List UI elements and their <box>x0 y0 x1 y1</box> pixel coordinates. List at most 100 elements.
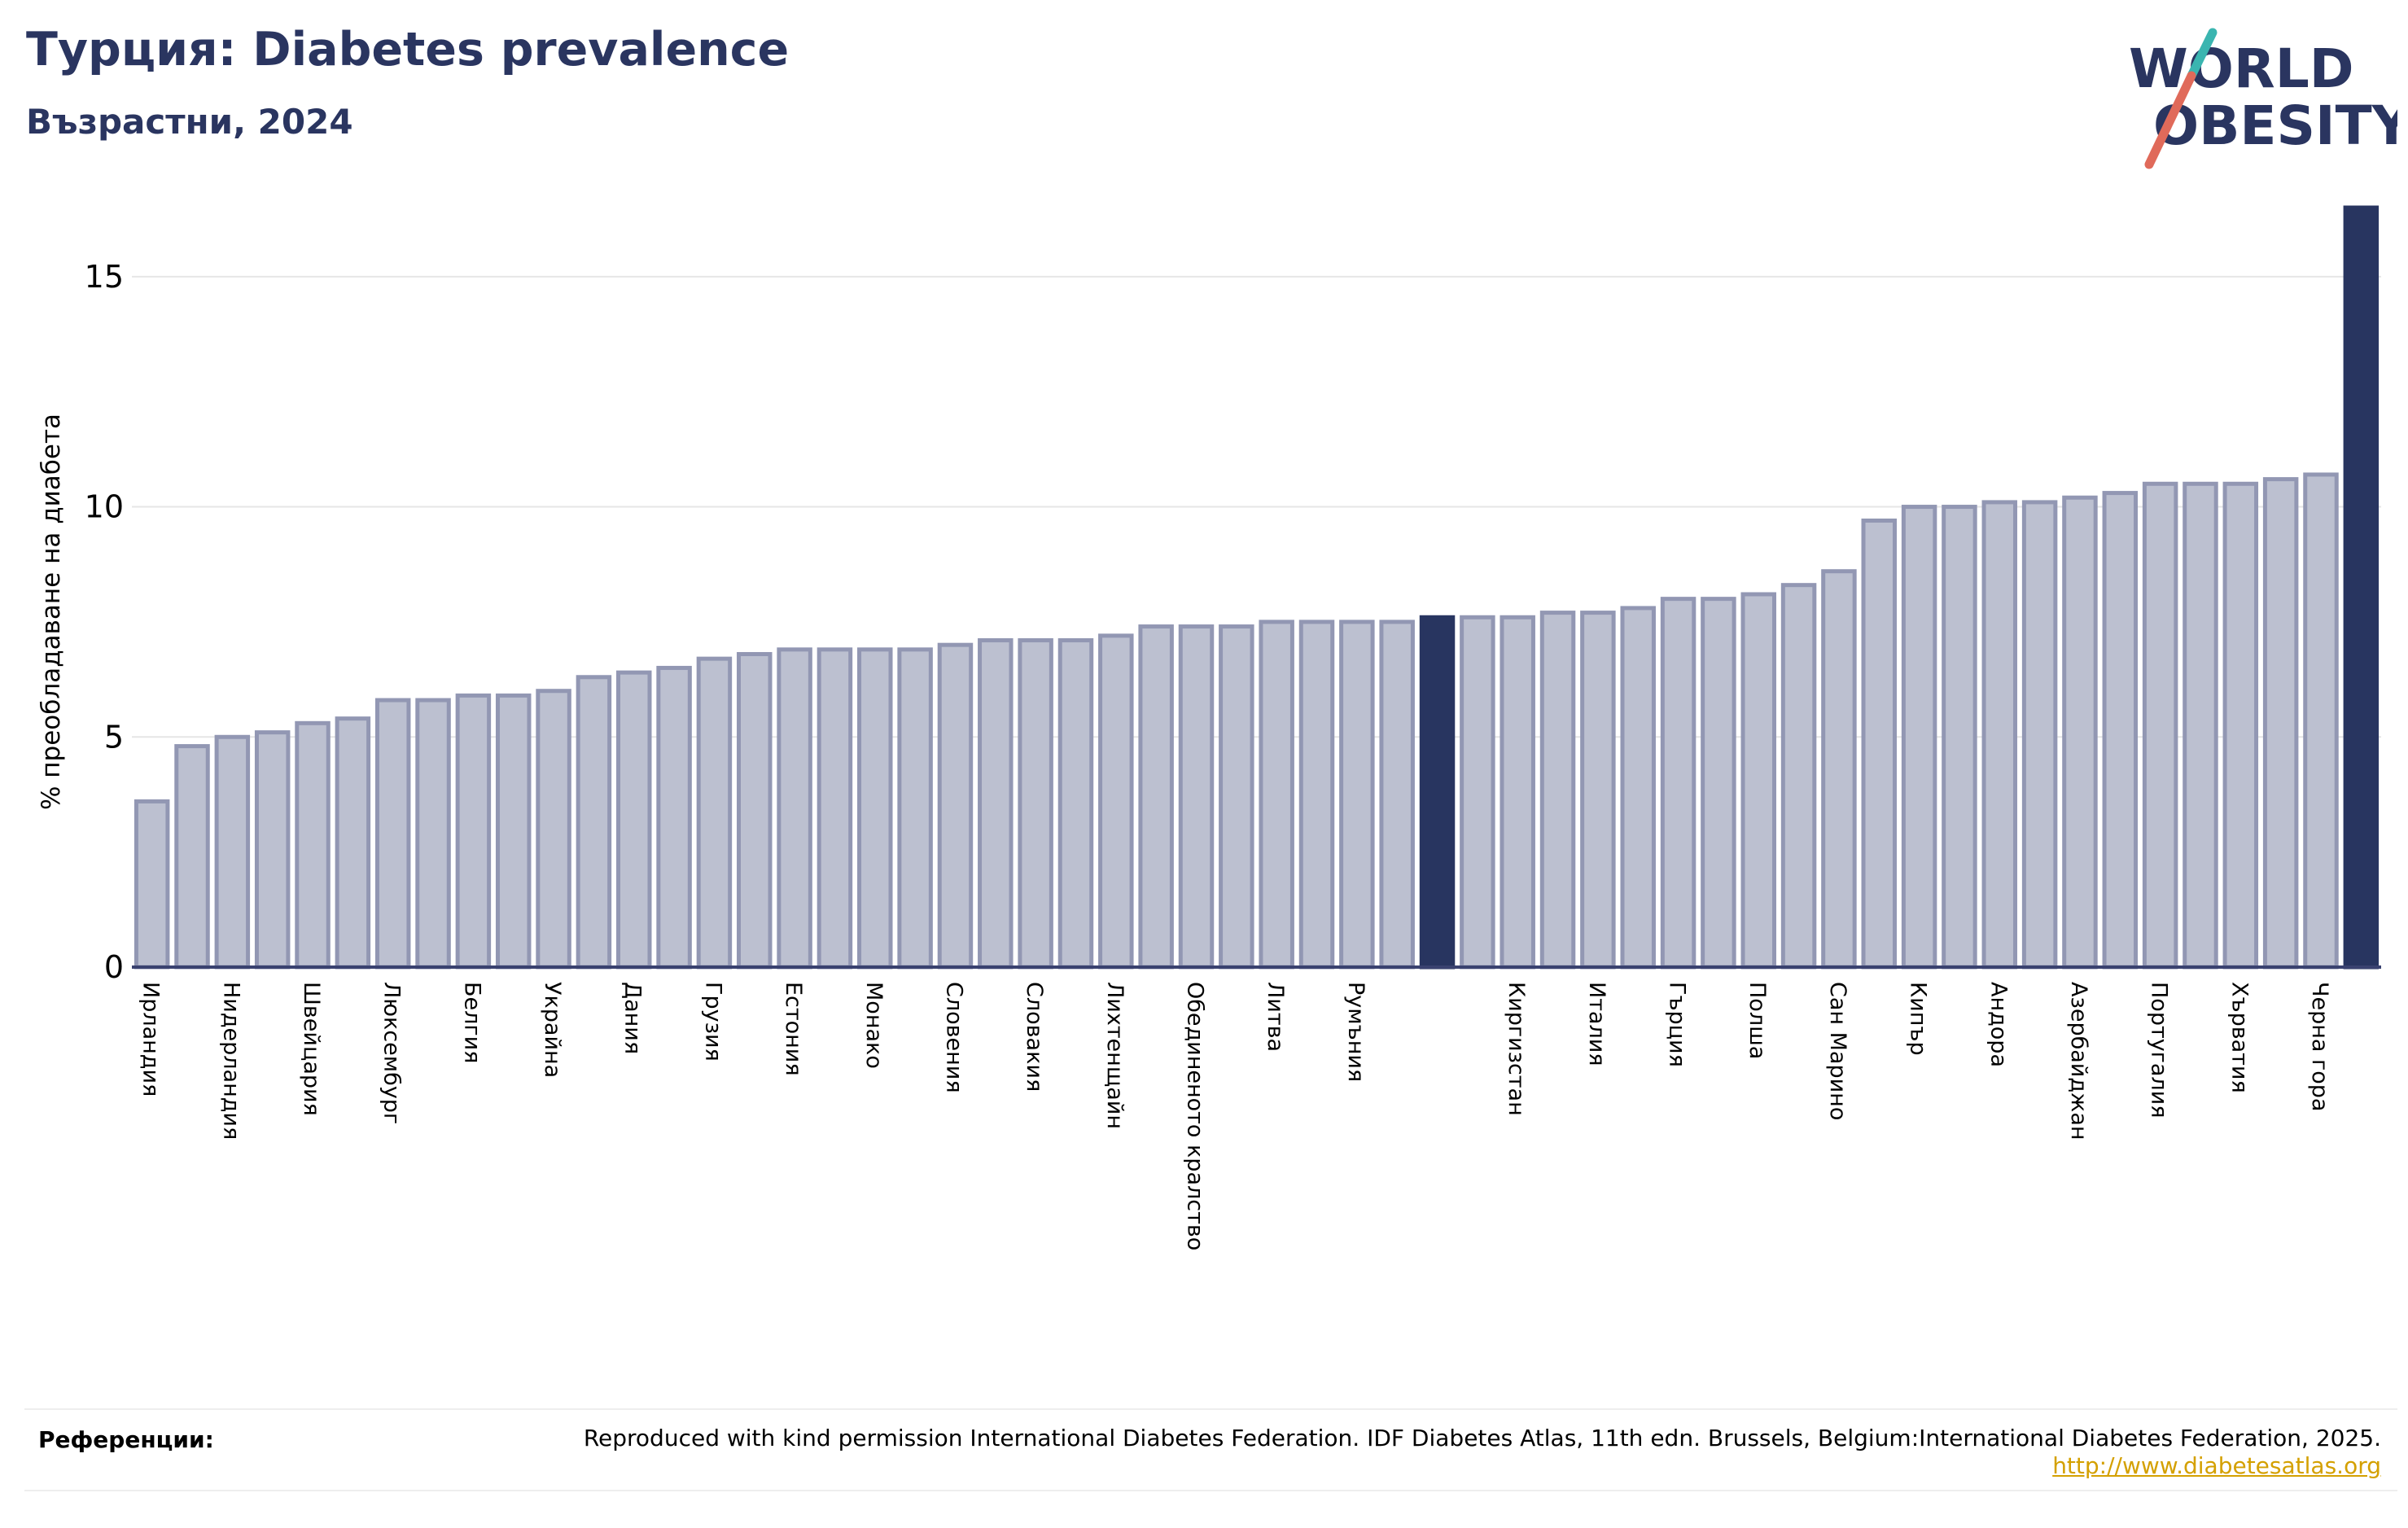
x-tick-label: Азербайджан <box>2066 982 2091 1141</box>
bar <box>1138 624 1174 970</box>
bar <box>937 642 974 970</box>
bar <box>1057 638 1094 970</box>
references-label: Референции: <box>38 1426 214 1453</box>
bar <box>978 638 1014 970</box>
footer-divider-bottom <box>24 1490 2397 1491</box>
references-text: Reproduced with kind permission Internat… <box>509 1425 2381 1480</box>
bar <box>1821 569 1857 970</box>
bar <box>2303 472 2339 970</box>
bar <box>2142 481 2178 970</box>
x-tick-label: Кипър <box>1906 982 1931 1056</box>
bar <box>335 716 371 970</box>
bar <box>174 744 210 970</box>
bar <box>2021 500 2058 970</box>
x-tick-label: Словакия <box>1022 982 1047 1092</box>
bar <box>1861 519 1898 970</box>
x-tick-label: Монако <box>861 982 887 1069</box>
bar <box>2343 205 2380 970</box>
bar <box>374 698 411 970</box>
bar <box>1178 624 1215 970</box>
y-tick-label: 15 <box>85 259 124 295</box>
x-tick-label: Естония <box>781 982 806 1076</box>
bar <box>1901 505 1937 970</box>
x-tick-label: Полша <box>1745 982 1770 1059</box>
bar <box>134 799 170 970</box>
bar <box>615 670 652 970</box>
x-tick-label: Дания <box>620 982 646 1054</box>
bar <box>696 656 733 970</box>
x-tick-label: Грузия <box>700 982 725 1062</box>
y-tick-label: 5 <box>104 719 124 755</box>
x-tick-label: Украйна <box>540 982 565 1078</box>
bar <box>777 647 812 970</box>
logo-line2: OBESITY <box>2153 94 2397 157</box>
bar <box>897 647 933 970</box>
bar <box>2262 477 2299 970</box>
bar <box>495 693 532 970</box>
bar <box>295 720 331 970</box>
bar <box>1580 611 1616 970</box>
x-tick-label: Ирландия <box>138 982 164 1097</box>
bar <box>1981 500 2018 970</box>
bar <box>1539 611 1576 970</box>
x-tick-label: Киргизстан <box>1504 982 1529 1116</box>
bar <box>536 689 571 970</box>
bar <box>1379 620 1415 970</box>
bar <box>1740 592 1776 970</box>
y-tick-label: 10 <box>85 489 124 525</box>
bar <box>1259 620 1294 970</box>
bar <box>817 647 853 970</box>
footer-divider-top <box>24 1408 2397 1410</box>
bar <box>1942 505 1977 970</box>
x-tick-label: Словения <box>941 982 966 1093</box>
references-link[interactable]: http://www.diabetesatlas.org <box>2052 1452 2381 1479</box>
references-body: Reproduced with kind permission Internat… <box>583 1425 2381 1451</box>
x-tick-label: Португалия <box>2147 982 2172 1118</box>
world-obesity-logo: WORLD OBESITY <box>2129 28 2397 169</box>
bar-chart: 0 5 10 15 % преобладаване на диабета Ирландия… <box>37 205 2381 1250</box>
bar <box>857 647 893 970</box>
bar <box>1419 615 1456 970</box>
x-tick-label: Люксембург <box>379 982 405 1124</box>
bar <box>1339 620 1375 970</box>
x-tick-label: Хърватия <box>2226 982 2252 1093</box>
bar <box>1780 583 1817 970</box>
bar <box>455 693 492 970</box>
x-tick-label: Обединеното кралство <box>1182 982 1207 1250</box>
bar <box>254 730 291 970</box>
x-tick-label: Гърция <box>1665 982 1690 1067</box>
bar <box>576 675 612 970</box>
y-tick-label: 0 <box>104 949 124 985</box>
bar <box>415 698 451 970</box>
x-tick-label: Литва <box>1263 982 1288 1052</box>
page-title: Турция: Diabetes prevalence <box>26 23 790 77</box>
bar <box>1701 597 1736 970</box>
x-tick-label: Италия <box>1584 982 1609 1066</box>
bar <box>2183 481 2218 970</box>
x-tick-label: Белгия <box>459 982 484 1063</box>
x-tick-label: Румъния <box>1343 982 1368 1082</box>
bar <box>1298 620 1335 970</box>
bar <box>656 665 692 970</box>
bar <box>2102 491 2139 970</box>
page-subtitle: Възрастни, 2024 <box>26 102 353 142</box>
bar <box>1219 624 1254 970</box>
bar <box>1018 638 1053 970</box>
x-tick-label: Сан Марино <box>1825 982 1850 1120</box>
bar <box>1460 615 1495 970</box>
bar <box>2222 481 2259 970</box>
x-tick-label: Нидерландия <box>218 982 243 1140</box>
x-tick-label: Швейцария <box>299 982 324 1116</box>
bar <box>1620 606 1656 970</box>
logo-line1: WORLD <box>2129 37 2354 100</box>
bar <box>1500 615 1535 970</box>
y-axis-label: % преобладаване на диабета <box>37 414 66 810</box>
bar <box>737 651 773 970</box>
bar <box>214 734 251 970</box>
bar <box>1098 633 1134 970</box>
x-tick-label: Андора <box>1986 982 2011 1067</box>
bar <box>1660 597 1697 970</box>
x-tick-label: Лихтенщайн <box>1102 982 1127 1129</box>
x-tick-label: Черна гора <box>2307 982 2332 1111</box>
bar <box>2062 495 2098 970</box>
